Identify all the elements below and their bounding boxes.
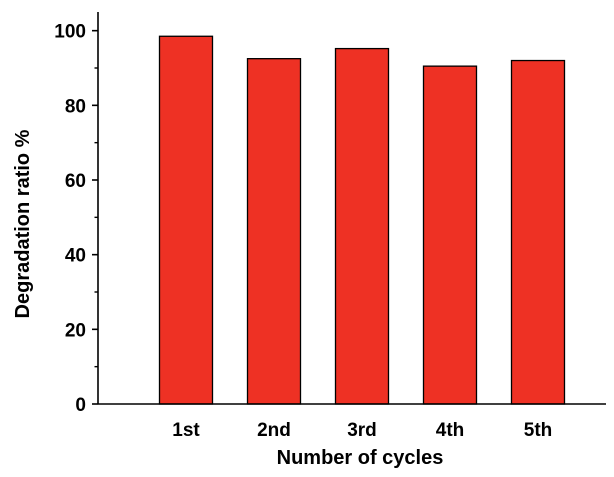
y-tick-label-20: 20 [65, 320, 86, 341]
y-tick-label-40: 40 [65, 246, 86, 267]
x-tick-label-1st: 1st [172, 420, 200, 441]
y-tick-label-0: 0 [75, 395, 86, 416]
bar-5th [510, 59, 566, 405]
bars-group [158, 35, 566, 405]
bar-3rd [334, 47, 390, 405]
y-axis-title: Degradation ratio % [12, 129, 34, 318]
y-tick-label-60: 60 [65, 171, 86, 192]
axes-group [97, 12, 606, 405]
y-tick-label-80: 80 [65, 96, 86, 117]
bar-1st [158, 35, 214, 405]
bar-2nd [246, 58, 302, 405]
x-tick-label-3rd: 3rd [347, 420, 377, 441]
x-tick-label-2nd: 2nd [257, 420, 291, 441]
x-tick-label-5th: 5th [524, 420, 553, 441]
x-tick-label-4th: 4th [436, 420, 465, 441]
y-tick-label-100: 100 [54, 22, 86, 43]
bar-4th [422, 65, 478, 405]
x-axis-title: Number of cycles [277, 447, 444, 469]
ticks-group: 1st 2nd 3rd 4th 5th 0 20 40 60 80 100 [54, 22, 552, 441]
